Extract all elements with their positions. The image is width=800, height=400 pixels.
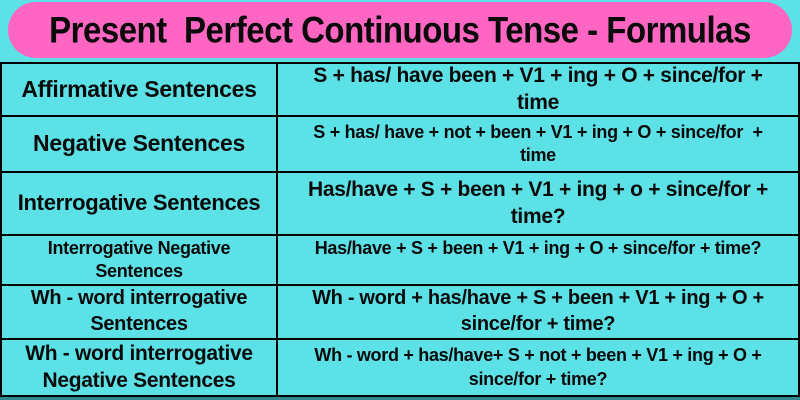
row-negative-formula: S + has/ have + not + been + V1 + ing + … [278,117,798,173]
row-interrogative-negative-formula: Has/have + S + been + V1 + ing + O + sin… [278,236,798,286]
row-interrogative-label: Interrogative Sentences [2,173,278,236]
formulas-table: Affirmative Sentences S + has/ have been… [0,62,800,397]
row-wh-word-interrogative-negative-label: Wh - word interrogative Negative Sentenc… [2,340,278,395]
page-title: Present Perfect Continuous Tense - Formu… [49,8,751,51]
title-banner: Present Perfect Continuous Tense - Formu… [8,2,792,58]
row-interrogative-formula: Has/have + S + been + V1 + ing + o + sin… [278,173,798,236]
row-wh-word-interrogative-label: Wh - word interrogative Sentences [2,286,278,340]
row-affirmative-formula: S + has/ have been + V1 + ing + O + sinc… [278,64,798,117]
row-affirmative-label: Affirmative Sentences [2,64,278,117]
bottom-edge-strip [0,397,800,400]
row-wh-word-interrogative-negative-formula: Wh - word + has/have+ S + not + been + V… [314,345,762,389]
row-negative-label: Negative Sentences [2,117,278,173]
row-wh-word-interrogative-formula: Wh - word + has/have + S + been + V1 + i… [278,286,798,340]
row-interrogative-negative-label: Interrogative Negative Sentences [2,236,278,286]
